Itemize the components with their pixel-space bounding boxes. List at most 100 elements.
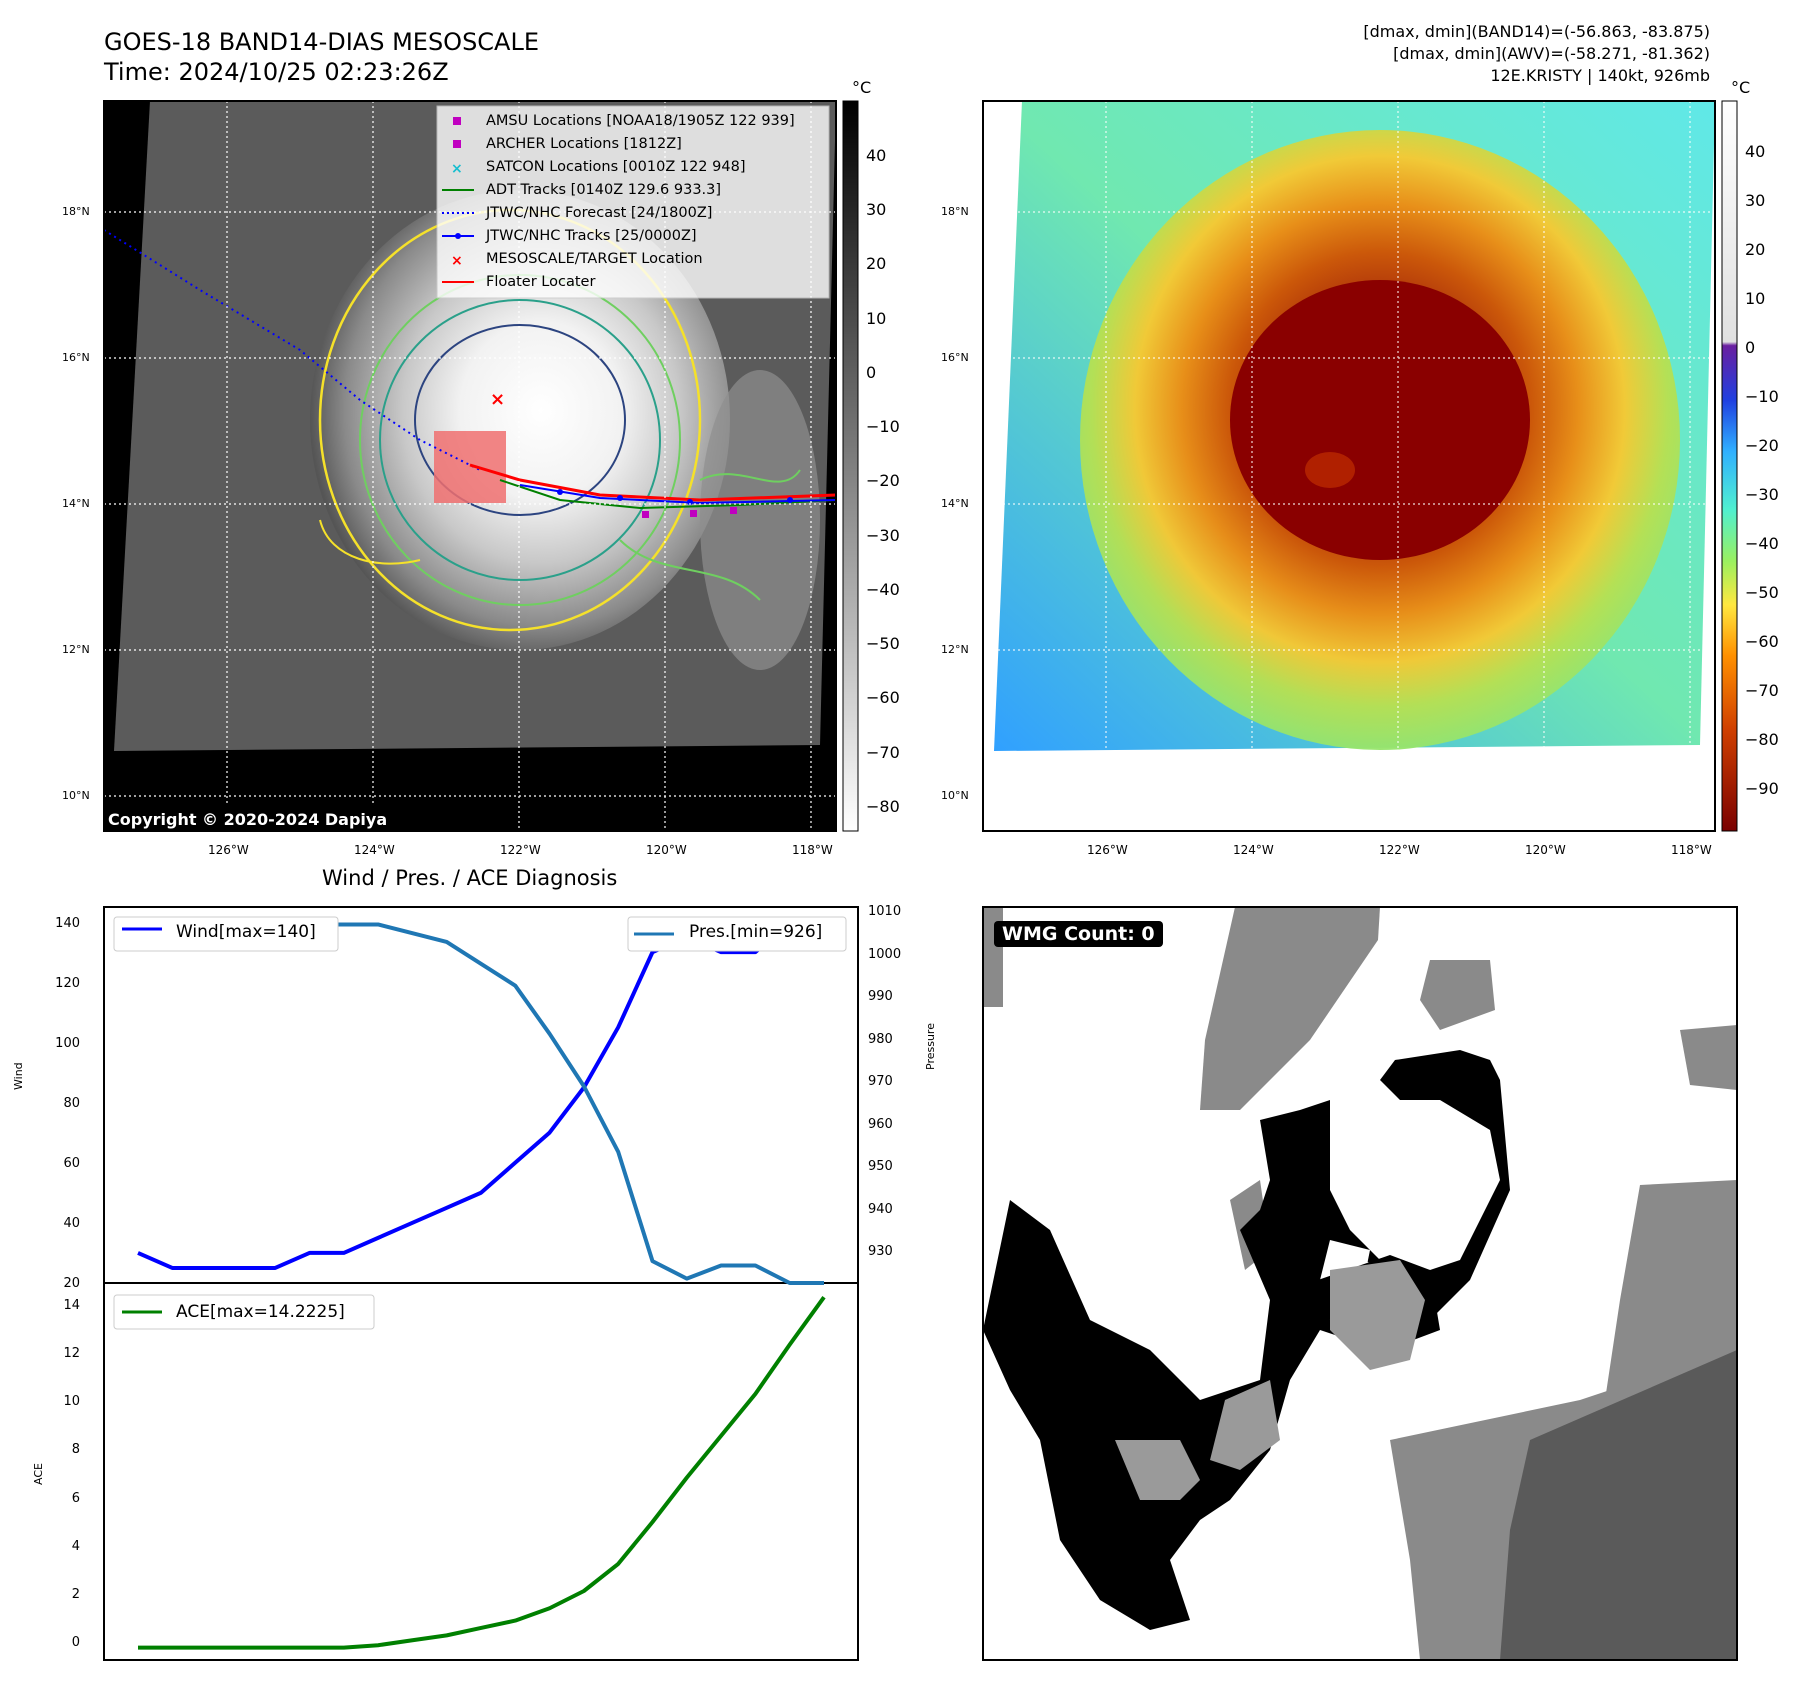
- color-cb-tick: −70: [1745, 681, 1779, 700]
- svg-text:×: ×: [451, 161, 463, 177]
- pres-legend-label: Pres.[min=926]: [689, 922, 823, 942]
- lon-label-120w: 120°W: [646, 843, 687, 857]
- legend-entry-jtwc: JTWC/NHC Tracks [25/0000Z]: [486, 228, 697, 244]
- lon-label-120w-b: 120°W: [1525, 843, 1566, 857]
- image-title-line2: Time: 2024/10/25 02:23:26Z: [104, 58, 449, 86]
- legend-entry-floater: Floater Locater: [486, 274, 596, 290]
- pres-tick: 950: [868, 1159, 893, 1174]
- lat-label-14n: 14°N: [62, 497, 90, 510]
- lon-label-118w-b: 118°W: [1671, 843, 1712, 857]
- adt-track-line: [499, 479, 837, 510]
- color-map-panel: [982, 100, 1716, 832]
- ace-tick: 2: [71, 1587, 80, 1602]
- wmg-count-badge: WMG Count: 0: [994, 921, 1163, 947]
- wind-tick: 80: [63, 1096, 80, 1111]
- color-cb-tick: −50: [1745, 583, 1779, 602]
- color-cb-tick: 30: [1745, 191, 1766, 210]
- lon-label-118w: 118°W: [792, 843, 833, 857]
- gray-cb-tick: −40: [866, 580, 900, 599]
- color-cb-tick: −20: [1745, 436, 1779, 455]
- forecast-track: [103, 229, 481, 471]
- gray-cb-tick: −30: [866, 526, 900, 545]
- lon-label-122w-b: 122°W: [1379, 843, 1420, 857]
- gray-colorbar-unit: °C: [852, 78, 872, 97]
- wmg-panel: [982, 906, 1738, 1661]
- lat-label-14n-b: 14°N: [941, 497, 969, 510]
- ace-tick: 0: [71, 1635, 80, 1650]
- pres-tick: 930: [868, 1244, 893, 1259]
- wind-tick: 100: [55, 1036, 80, 1051]
- gray-cb-tick: 40: [866, 146, 887, 165]
- ace-tick: 8: [71, 1442, 80, 1457]
- contour-navy: [414, 324, 626, 516]
- color-cb-tick: 20: [1745, 240, 1766, 259]
- ace-series-line: [138, 1296, 826, 1650]
- image-title-line1: GOES-18 BAND14-DIAS MESOSCALE: [104, 28, 540, 56]
- wind-tick: 40: [63, 1216, 80, 1231]
- color-cb-tick: −60: [1745, 632, 1779, 651]
- pres-tick: 1000: [868, 947, 902, 962]
- ir-legend-box: [436, 105, 830, 299]
- lon-label-122w: 122°W: [500, 843, 541, 857]
- lat-label-16n: 16°N: [62, 351, 90, 364]
- pres-tick: 960: [868, 1117, 893, 1132]
- pres-tick: 990: [868, 989, 893, 1004]
- mesoscale-target-marker: ×: [490, 389, 505, 410]
- pres-tick: 940: [868, 1202, 893, 1217]
- ace-tick: 6: [71, 1491, 80, 1506]
- color-colorbar-unit: °C: [1731, 78, 1751, 97]
- floater-locater-line: [469, 463, 837, 502]
- ace-tick: 10: [63, 1394, 80, 1409]
- legend-entry-forecast: JTWC/NHC Forecast [24/1800Z]: [486, 205, 713, 221]
- gray-cb-tick: 10: [866, 309, 887, 328]
- lat-label-18n: 18°N: [62, 205, 90, 218]
- lon-label-124w: 124°W: [354, 843, 395, 857]
- stats-line2: [dmax, dmin](AWV)=(-58.271, -81.362): [1393, 44, 1710, 63]
- gray-colorbar: [842, 100, 859, 832]
- wind-tick: 140: [55, 916, 80, 931]
- wind-pres-axes: [103, 906, 859, 1284]
- ace-legend-box: [113, 1294, 375, 1330]
- copyright-text: Copyright © 2020-2024 Dapiya: [108, 810, 388, 829]
- color-cb-tick: −30: [1745, 485, 1779, 504]
- color-cb-tick: −80: [1745, 730, 1779, 749]
- pres-tick: 980: [868, 1032, 893, 1047]
- gray-cb-tick: −60: [866, 688, 900, 707]
- lat-label-12n: 12°N: [62, 643, 90, 656]
- color-cb-tick: −90: [1745, 779, 1779, 798]
- gray-cb-tick: 30: [866, 200, 887, 219]
- pres-ylabel: Pressure: [924, 1023, 937, 1070]
- gray-cb-tick: −50: [866, 634, 900, 653]
- mesoscale-target-box: [434, 431, 506, 503]
- wind-legend-label: Wind[max=140]: [176, 922, 316, 942]
- stats-line3: 12E.KRISTY | 140kt, 926mb: [1490, 66, 1710, 85]
- gray-cb-tick: 0: [866, 363, 877, 382]
- pres-tick: 1010: [868, 904, 902, 919]
- wind-panel-title: Wind / Pres. / ACE Diagnosis: [322, 866, 618, 890]
- ace-plot: [138, 1296, 826, 1650]
- wind-tick: 60: [63, 1156, 80, 1171]
- hurricane-eyewall: [1230, 280, 1530, 560]
- wind-tick: 20: [63, 1276, 80, 1291]
- lat-label-16n-b: 16°N: [941, 351, 969, 364]
- lon-label-124w-b: 124°W: [1233, 843, 1274, 857]
- ace-axes: [103, 1282, 859, 1661]
- legend-entry-satcon: SATCON Locations [0010Z 122 948]: [486, 159, 746, 175]
- hurricane-cloud: [310, 190, 730, 650]
- gray-cb-tick: −20: [866, 471, 900, 490]
- ace-legend-label: ACE[max=14.2225]: [176, 1302, 345, 1322]
- color-cb-tick: 40: [1745, 142, 1766, 161]
- lat-label-10n-b: 10°N: [941, 789, 969, 802]
- ace-tick: 12: [63, 1346, 80, 1361]
- lat-label-10n: 10°N: [62, 789, 90, 802]
- lat-label-12n-b: 12°N: [941, 643, 969, 656]
- pres-tick: 970: [868, 1074, 893, 1089]
- legend-entry-adt: ADT Tracks [0140Z 129.6 933.3]: [486, 182, 722, 198]
- color-cb-tick: −10: [1745, 387, 1779, 406]
- color-colorbar: [1721, 100, 1738, 832]
- color-cb-tick: 0: [1745, 338, 1756, 357]
- gray-cb-tick: 20: [866, 254, 887, 273]
- lon-label-126w-b: 126°W: [1087, 843, 1128, 857]
- stats-line1: [dmax, dmin](BAND14)=(-56.863, -83.875): [1363, 22, 1710, 41]
- lat-label-18n-b: 18°N: [941, 205, 969, 218]
